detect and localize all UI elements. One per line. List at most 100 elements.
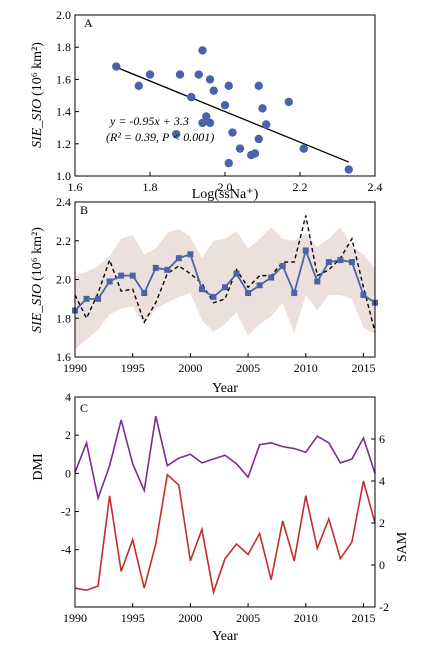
series-marker <box>337 257 344 264</box>
panel-b-label: B <box>80 203 88 217</box>
series-marker <box>152 264 159 271</box>
fit-equation: y = -0.95x + 3.3 <box>109 114 189 128</box>
series-marker <box>245 290 252 297</box>
x-tick-label: 1.6 <box>68 180 83 194</box>
scatter-point <box>228 128 237 137</box>
series-marker <box>141 290 148 297</box>
scatter-point <box>175 70 185 79</box>
scatter-point <box>194 70 203 79</box>
y-right-tick-label: -2 <box>379 600 389 614</box>
panel-c-ylabel-left: DMI <box>31 453 46 481</box>
scatter-point <box>198 118 207 128</box>
scatter-point <box>198 46 207 55</box>
scatter-point <box>284 97 293 107</box>
sam-line <box>74 473 376 596</box>
series-marker <box>279 262 286 269</box>
series-marker <box>348 259 355 266</box>
panel-b-ylabel-main: SIE_SIO <box>30 284 45 333</box>
scatter-point <box>112 62 121 71</box>
series-marker <box>164 266 171 273</box>
x-tick-label: 2015 <box>351 611 375 625</box>
scatter-point <box>202 112 211 121</box>
series-marker <box>291 290 298 297</box>
y-tick-label: 2.2 <box>56 234 71 248</box>
series-marker <box>256 282 263 289</box>
x-tick-label: 2015 <box>351 361 375 375</box>
x-tick-label: 1990 <box>63 611 87 625</box>
panel-a-ylabel-unit: (10⁶ km²) <box>30 42 45 96</box>
x-tick-label: 1995 <box>121 361 145 375</box>
series-marker <box>314 278 321 285</box>
x-tick-label: 2.0 <box>218 180 233 194</box>
y-tick-label: 1.6 <box>56 350 71 364</box>
x-tick-label: 1995 <box>121 611 145 625</box>
series-marker <box>175 255 182 262</box>
panel-b-ylabel-unit: (10⁶ km²) <box>30 227 45 281</box>
y-tick-label: 2.0 <box>56 8 71 22</box>
y-tick-label: 1.8 <box>56 40 71 54</box>
regression-line <box>116 66 349 163</box>
series-marker <box>302 247 309 254</box>
scatter-point <box>254 134 263 144</box>
y-left-tick-label: -2 <box>61 505 71 519</box>
scatter-point <box>205 75 215 84</box>
x-tick-label: 2005 <box>236 611 260 625</box>
scatter-point <box>254 81 263 91</box>
series-marker <box>233 270 240 277</box>
scatter-point <box>220 100 230 110</box>
panel-a-ylabel-main: SIE_SIO <box>30 99 45 148</box>
x-tick-label: 1.8 <box>143 180 158 194</box>
scatter-point <box>344 165 353 174</box>
y-right-tick-label: 0 <box>379 558 385 572</box>
series-marker <box>106 278 113 285</box>
panel-a-label: A <box>84 16 93 30</box>
x-tick-label: 2010 <box>294 361 318 375</box>
series-marker <box>360 292 367 298</box>
scatter-point <box>134 81 143 91</box>
x-tick-label: 2.2 <box>293 180 308 194</box>
y-right-tick-label: 4 <box>379 474 385 488</box>
series-marker <box>129 272 136 279</box>
series-marker <box>268 274 275 281</box>
y-left-tick-label: 0 <box>65 466 71 480</box>
y-tick-label: 1.6 <box>56 72 71 86</box>
series-marker <box>210 293 217 300</box>
scatter-point <box>205 118 215 128</box>
series-marker <box>118 272 125 279</box>
y-tick-label: 1.0 <box>56 169 71 183</box>
series-marker <box>222 284 228 291</box>
y-tick-label: 1.8 <box>56 311 71 325</box>
scatter-point <box>258 104 267 113</box>
x-tick-label: 1990 <box>63 361 87 375</box>
scatter-point <box>145 70 155 79</box>
scatter-point <box>209 86 218 95</box>
y-tick-label: 2.4 <box>56 195 71 209</box>
scatter-point <box>299 144 308 153</box>
y-right-tick-label: 2 <box>379 516 385 530</box>
scatter-point <box>250 149 260 158</box>
x-tick-label: 2000 <box>178 611 202 625</box>
scatter-point <box>187 92 196 102</box>
panel-a-xlabel: Log(ssNa⁺) <box>192 187 259 202</box>
series-marker <box>187 251 194 258</box>
panel-b-xlabel: Year <box>212 381 238 396</box>
series-marker <box>198 286 205 293</box>
panel-c-xlabel: Year <box>212 629 238 644</box>
panel-c-ylabel-right: SAM <box>395 531 410 562</box>
panel-a-frame <box>74 14 376 177</box>
series-marker <box>95 295 102 302</box>
panel-a: 1.6 1.8 2.0 2.2 2.4 1.0 1.2 1.4 1.6 1.8 2.0 A y = … <box>30 8 383 202</box>
scatter-point <box>235 144 245 153</box>
x-tick-label: 2.4 <box>368 180 383 194</box>
panel-b: 1990 1995 2000 2005 2010 20151.61.82.02.22.4 … <box>30 195 378 396</box>
panel-c-frame <box>74 396 376 608</box>
y-left-tick-label: -4 <box>61 543 71 557</box>
series-dashed-line <box>74 215 376 332</box>
scatter-point <box>224 158 233 168</box>
x-tick-label: 2005 <box>236 361 260 375</box>
x-tick-label: 2000 <box>178 361 202 375</box>
y-tick-label: 1.4 <box>56 105 71 119</box>
panel-b-ylabel: SIE_SIO (10⁶ km²) <box>30 227 45 333</box>
